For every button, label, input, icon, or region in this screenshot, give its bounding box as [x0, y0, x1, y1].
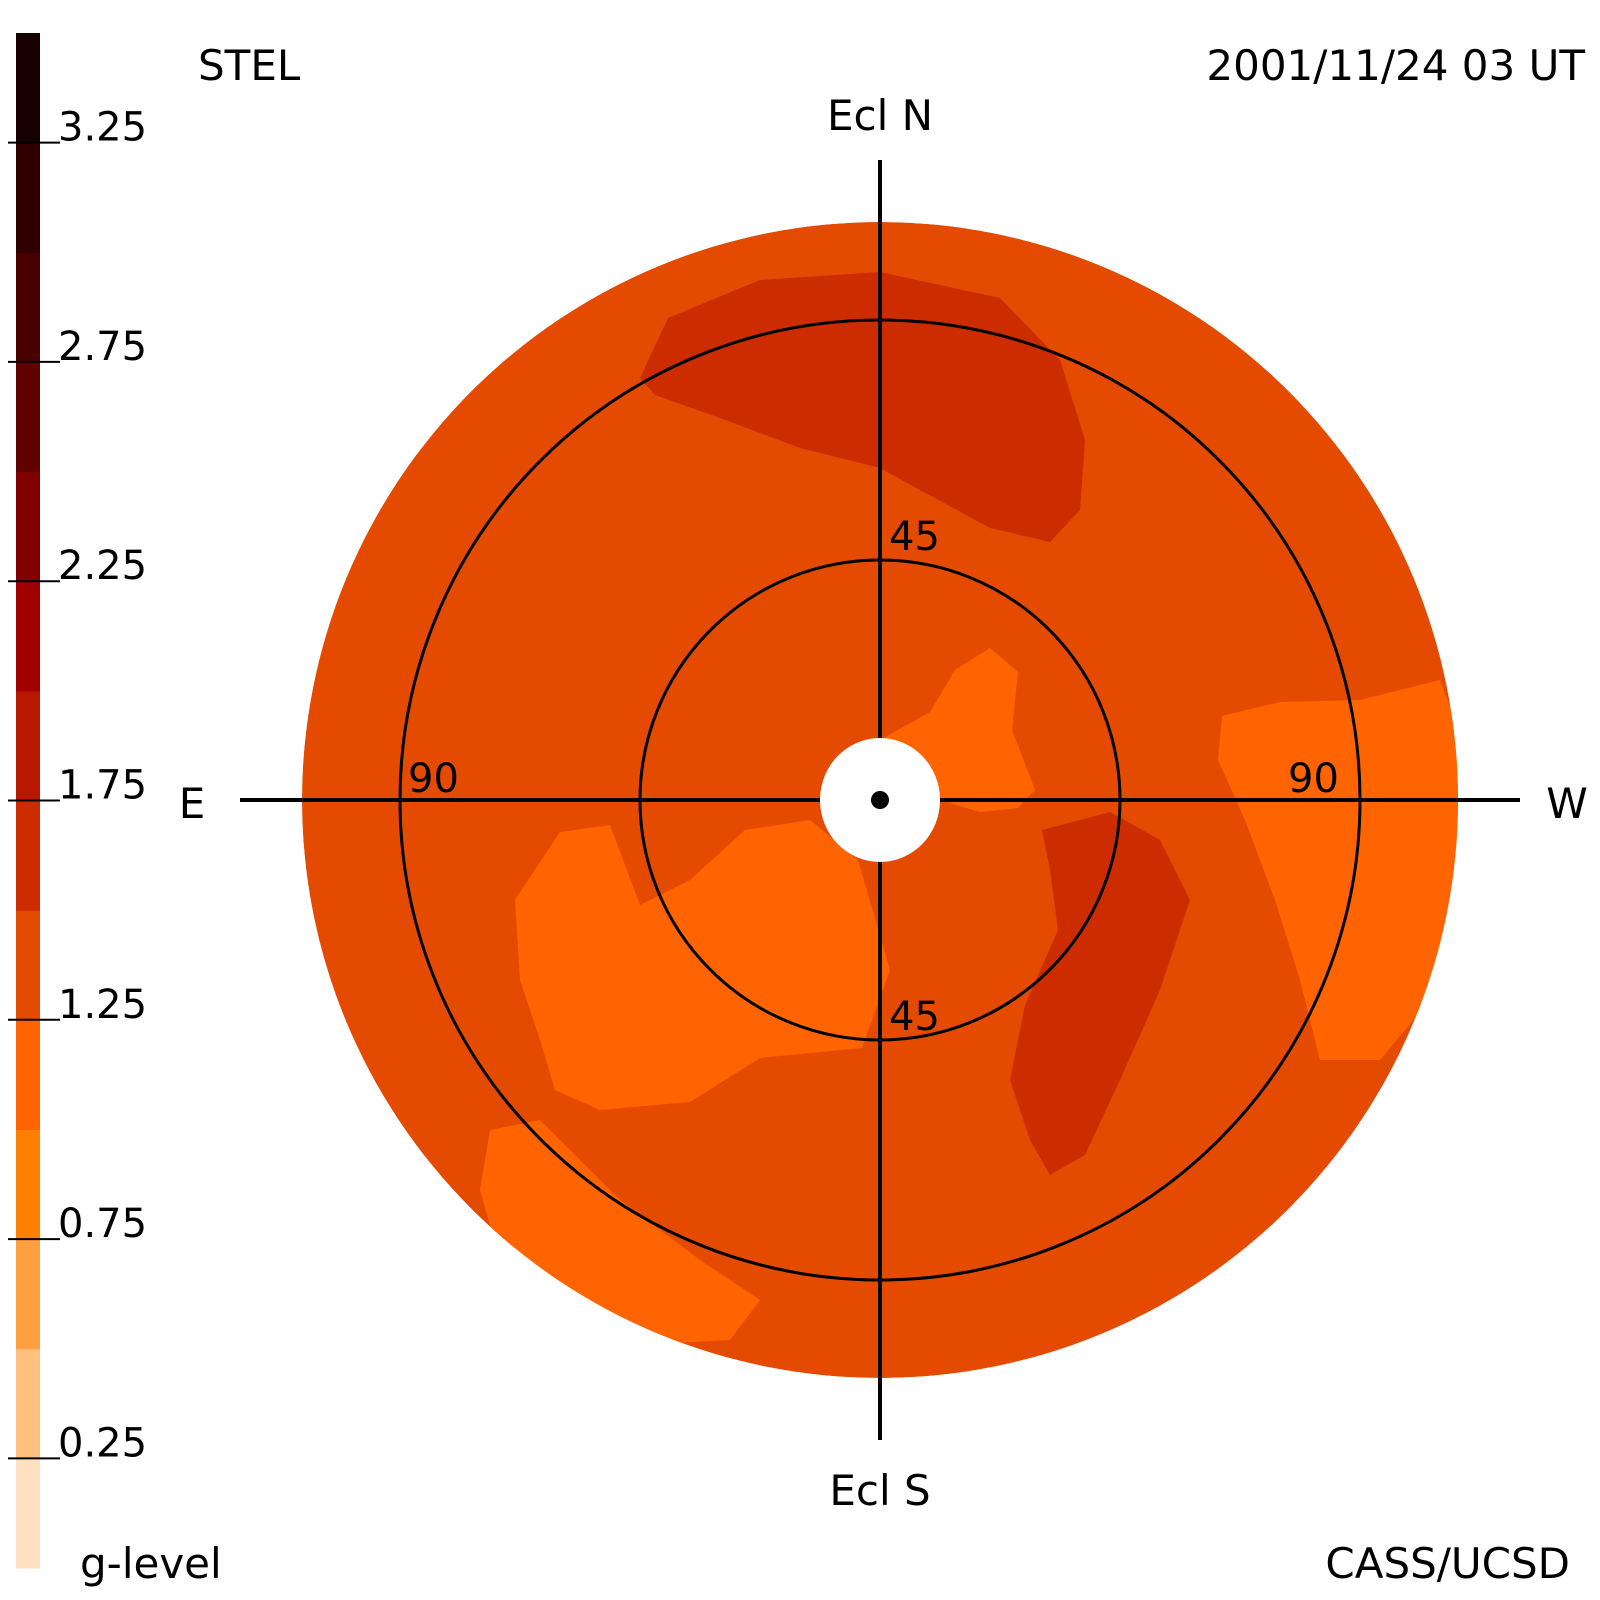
colorbar-bin-0 [16, 1458, 40, 1569]
colorbar-bin-8 [16, 581, 40, 692]
east-direction-label: E [179, 779, 206, 828]
colorbar-title: g-level [80, 1539, 222, 1588]
colorbar-tick-label: 1.25 [58, 982, 147, 1028]
colorbar-bin-3 [16, 1129, 40, 1240]
colorbar-tick-label: 0.75 [58, 1201, 147, 1247]
north-direction-label: Ecl N [827, 91, 933, 140]
colorbar-bin-2 [16, 1239, 40, 1350]
west-lighter-region [1218, 680, 1458, 1060]
southeast-lighter-region [515, 820, 890, 1110]
colorbar-bin-11 [16, 252, 40, 363]
ring-45-north-label: 45 [889, 514, 940, 560]
colorbar-tick-label: 3.25 [58, 105, 147, 151]
colorbar-tick-label: 0.25 [58, 1420, 147, 1466]
ring-90-west-label: 90 [1288, 756, 1339, 802]
instrument-label: STEL [198, 41, 301, 90]
colorbar-bin-10 [16, 361, 40, 473]
colorbar-bin-6 [16, 800, 40, 911]
sun-center-dot [871, 791, 889, 809]
colorbar-bin-1 [16, 1348, 40, 1459]
west-direction-label: W [1546, 779, 1588, 828]
colorbar-tick-label: 2.25 [58, 543, 147, 589]
colorbar-tick-label: 2.75 [58, 324, 147, 370]
colorbar-bin-5 [16, 910, 40, 1021]
credit-label: CASS/UCSD [1325, 1539, 1570, 1588]
ring-90-east-label: 90 [408, 756, 459, 802]
colorbar-bin-12 [16, 142, 40, 253]
timestamp-label: 2001/11/24 03 UT [1206, 41, 1585, 90]
south-direction-label: Ecl S [829, 1466, 930, 1515]
north-dark-region [640, 272, 1085, 542]
ring-45-south-label: 45 [889, 994, 940, 1040]
colorbar-tick-label: 1.75 [58, 763, 147, 809]
colorbar-bin-4 [16, 1019, 40, 1130]
colorbar-bin-7 [16, 690, 40, 801]
colorbar-bin-13 [16, 33, 40, 144]
southwest-dark-region [1010, 812, 1190, 1175]
colorbar-ticks: 0.25 0.75 1.25 1.75 2.25 2.75 3.25 [8, 105, 147, 1466]
colorbar-bin-9 [16, 471, 40, 582]
colorbar [16, 33, 40, 1569]
